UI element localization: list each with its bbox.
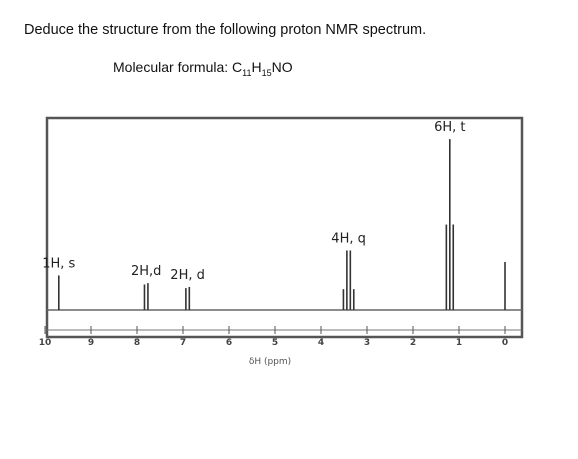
peak-2h-d-a	[143, 283, 149, 310]
question-text: Deduce the structure from the following …	[24, 22, 427, 38]
x-tick-label: 5	[272, 338, 278, 348]
x-tick-label: 8	[134, 338, 140, 348]
peak-label: 1H, s	[42, 256, 75, 271]
x-tick-label: 4	[318, 338, 324, 348]
formula-h: H	[251, 59, 262, 75]
molecular-formula: Molecular formula: C11H15NO	[113, 59, 293, 78]
formula-label: Molecular formula:	[113, 59, 229, 75]
x-tick-label: 2	[410, 338, 416, 348]
peak-label: 4H, q	[331, 231, 366, 246]
formula-rest: NO	[271, 59, 293, 75]
plot-frame	[45, 116, 524, 339]
peak-label: 2H, d	[170, 268, 205, 283]
peak-2h-d-b	[185, 286, 191, 310]
x-axis-label: δH (ppm)	[249, 357, 291, 367]
x-tick-label: 0	[502, 338, 508, 348]
x-tick-label: 7	[180, 338, 186, 348]
peak-label: 6H, t	[434, 120, 465, 135]
formula-h-count: 15	[261, 67, 272, 78]
formula-c-count: 11	[242, 67, 252, 78]
x-tick-label: 6	[226, 338, 232, 348]
peak-6h-t	[445, 139, 455, 310]
formula-c: C	[232, 59, 243, 75]
x-tick-label: 1	[456, 338, 462, 348]
peak-4h-q	[342, 250, 355, 310]
peak-label: 2H,d	[131, 264, 161, 279]
x-tick-label: 3	[364, 338, 370, 348]
x-tick-label: 9	[88, 338, 94, 348]
x-tick-label: 10	[39, 338, 52, 348]
